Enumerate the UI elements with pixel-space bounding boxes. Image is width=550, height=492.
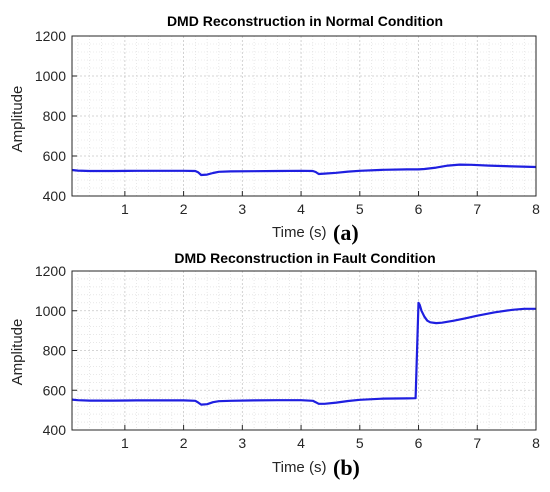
x-tick-label: 8 <box>532 201 540 217</box>
x-tick-label: 3 <box>238 435 246 451</box>
y-tick-label: 600 <box>43 148 67 164</box>
x-tick-label: 3 <box>238 201 246 217</box>
y-tick-label: 1000 <box>35 68 66 84</box>
series-line-a <box>71 163 537 177</box>
x-tick-label: 1 <box>121 435 129 451</box>
y-tick-label: 800 <box>43 343 67 359</box>
chart-panel-a: DMD Reconstruction in Normal Condition 1… <box>9 13 540 245</box>
x-ticks-a: 1 2 3 4 5 6 7 8 <box>121 191 540 217</box>
y-tick-label: 600 <box>43 382 67 398</box>
x-tick-label: 5 <box>356 435 364 451</box>
minor-grid-b <box>72 271 536 430</box>
y-tick-label: 400 <box>43 188 67 204</box>
x-tick-label: 6 <box>415 201 423 217</box>
y-ticks-a: 400 600 800 1000 1200 <box>35 28 77 204</box>
y-ticks-b: 400 600 800 1000 1200 <box>35 263 77 438</box>
x-ticks-b: 1 2 3 4 5 6 7 8 <box>121 425 540 451</box>
y-tick-label: 1200 <box>35 28 66 44</box>
x-tick-label: 6 <box>415 435 423 451</box>
y-axis-label-a: Amplitude <box>9 86 26 153</box>
x-tick-label: 1 <box>121 201 129 217</box>
x-tick-label: 4 <box>297 435 305 451</box>
y-tick-label: 1000 <box>35 303 66 319</box>
x-tick-label: 7 <box>473 435 481 451</box>
x-tick-label: 2 <box>180 435 188 451</box>
panel-label-b: (b) <box>333 455 360 480</box>
series-line-b <box>71 301 536 406</box>
panel-label-a: (a) <box>333 220 359 245</box>
y-tick-label: 800 <box>43 108 67 124</box>
x-tick-label: 4 <box>297 201 305 217</box>
y-tick-label: 1200 <box>35 263 66 279</box>
y-axis-label-b: Amplitude <box>9 319 26 386</box>
x-axis-label-b: Time (s) <box>272 459 326 476</box>
chart-title-a: DMD Reconstruction in Normal Condition <box>167 13 443 29</box>
x-tick-label: 2 <box>180 201 188 217</box>
y-tick-label: 400 <box>43 422 67 438</box>
x-tick-label: 7 <box>473 201 481 217</box>
chart-title-b: DMD Reconstruction in Fault Condition <box>174 250 435 266</box>
minor-grid-a <box>72 36 536 196</box>
x-tick-label: 8 <box>532 435 540 451</box>
x-axis-label-a: Time (s) <box>272 224 326 241</box>
x-tick-label: 5 <box>356 201 364 217</box>
